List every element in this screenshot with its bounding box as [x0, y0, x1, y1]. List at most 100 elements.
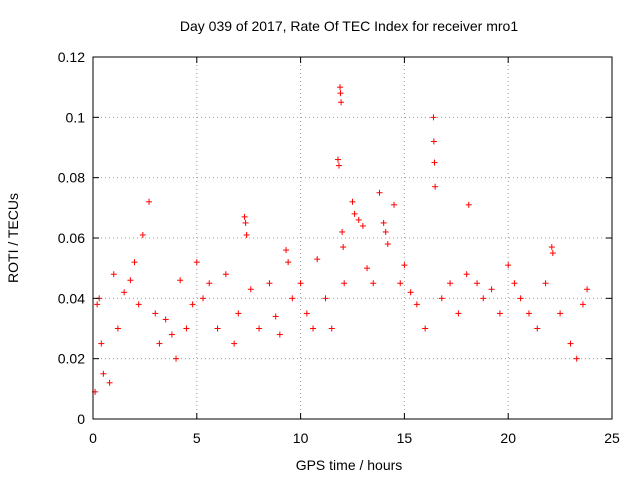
data-point	[382, 228, 389, 235]
data-point	[206, 280, 213, 287]
data-point	[370, 280, 377, 287]
y-tick-label: 0.04	[58, 290, 85, 306]
data-point	[359, 222, 366, 229]
data-point	[177, 277, 184, 284]
data-point	[183, 325, 190, 332]
data-point	[168, 331, 175, 338]
data-point	[334, 156, 341, 163]
y-tick-label: 0.06	[58, 230, 85, 246]
data-point	[364, 265, 371, 272]
y-axis-label: ROTI / TECUs	[5, 193, 21, 283]
x-tick-label: 10	[293, 430, 309, 446]
data-point	[447, 280, 454, 287]
data-point	[391, 201, 398, 208]
y-tick-label: 0.12	[58, 49, 85, 65]
data-point	[266, 280, 273, 287]
data-point	[557, 310, 564, 317]
data-point	[384, 241, 391, 248]
data-point	[463, 271, 470, 278]
data-point	[189, 301, 196, 308]
data-point	[488, 286, 495, 293]
x-tick-label: 20	[500, 430, 516, 446]
data-point	[355, 216, 362, 223]
data-point	[349, 198, 356, 205]
data-point	[139, 231, 146, 238]
data-point	[303, 310, 310, 317]
x-tick-label: 5	[193, 430, 201, 446]
data-point	[131, 259, 138, 266]
data-point	[322, 295, 329, 302]
data-point	[247, 286, 254, 293]
data-point	[431, 159, 438, 166]
chart-title: Day 039 of 2017, Rate Of TEC Index for r…	[180, 18, 518, 34]
data-points	[92, 84, 591, 395]
data-point	[222, 271, 229, 278]
grid-lines	[93, 57, 612, 419]
data-point	[413, 301, 420, 308]
data-point	[156, 340, 163, 347]
y-tick-label: 0.08	[58, 170, 85, 186]
data-point	[276, 331, 283, 338]
x-tick-label: 25	[604, 430, 620, 446]
data-point	[517, 295, 524, 302]
data-point	[214, 325, 221, 332]
data-point	[146, 198, 153, 205]
data-point	[422, 325, 429, 332]
data-point	[438, 295, 445, 302]
data-point	[465, 201, 472, 208]
x-axis-label: GPS time / hours	[296, 457, 403, 473]
data-point	[235, 310, 242, 317]
data-point	[584, 286, 591, 293]
data-point	[567, 340, 574, 347]
data-point	[430, 138, 437, 145]
data-point	[314, 256, 321, 263]
data-point	[98, 340, 105, 347]
data-point	[283, 247, 290, 254]
data-point	[339, 228, 346, 235]
y-tick-label: 0	[77, 411, 85, 427]
data-point	[341, 280, 348, 287]
data-point	[121, 289, 128, 296]
data-point	[152, 310, 159, 317]
data-point	[534, 325, 541, 332]
data-point	[289, 295, 296, 302]
data-point	[480, 295, 487, 302]
data-point	[511, 280, 518, 287]
data-point	[310, 325, 317, 332]
data-point	[407, 289, 414, 296]
x-tick-label: 0	[89, 430, 97, 446]
data-point	[173, 355, 180, 362]
data-point	[193, 259, 200, 266]
data-point	[430, 114, 437, 121]
data-point	[100, 370, 107, 377]
data-point	[242, 219, 249, 226]
data-point	[549, 250, 556, 257]
data-point	[243, 231, 250, 238]
data-point	[127, 277, 134, 284]
data-point	[455, 310, 462, 317]
data-point	[401, 262, 408, 269]
data-point	[256, 325, 263, 332]
data-point	[380, 219, 387, 226]
axes: 0 5 10 15 20 25 0 0.02 0.04 0.06 0.08 0.1 0.12	[58, 49, 620, 446]
x-tick-label: 15	[397, 430, 413, 446]
data-point	[272, 313, 279, 320]
data-point	[135, 301, 142, 308]
y-tick-label: 0.02	[58, 351, 85, 367]
data-point	[376, 189, 383, 196]
data-point	[542, 280, 549, 287]
data-point	[110, 271, 117, 278]
data-point	[474, 280, 481, 287]
data-point	[94, 301, 101, 308]
data-point	[285, 259, 292, 266]
data-point	[106, 379, 113, 386]
data-point	[200, 295, 207, 302]
data-point	[525, 310, 532, 317]
data-point	[351, 210, 358, 217]
data-point	[338, 99, 345, 106]
data-point	[340, 244, 347, 251]
data-point	[505, 262, 512, 269]
data-point	[336, 162, 343, 169]
data-point	[328, 325, 335, 332]
